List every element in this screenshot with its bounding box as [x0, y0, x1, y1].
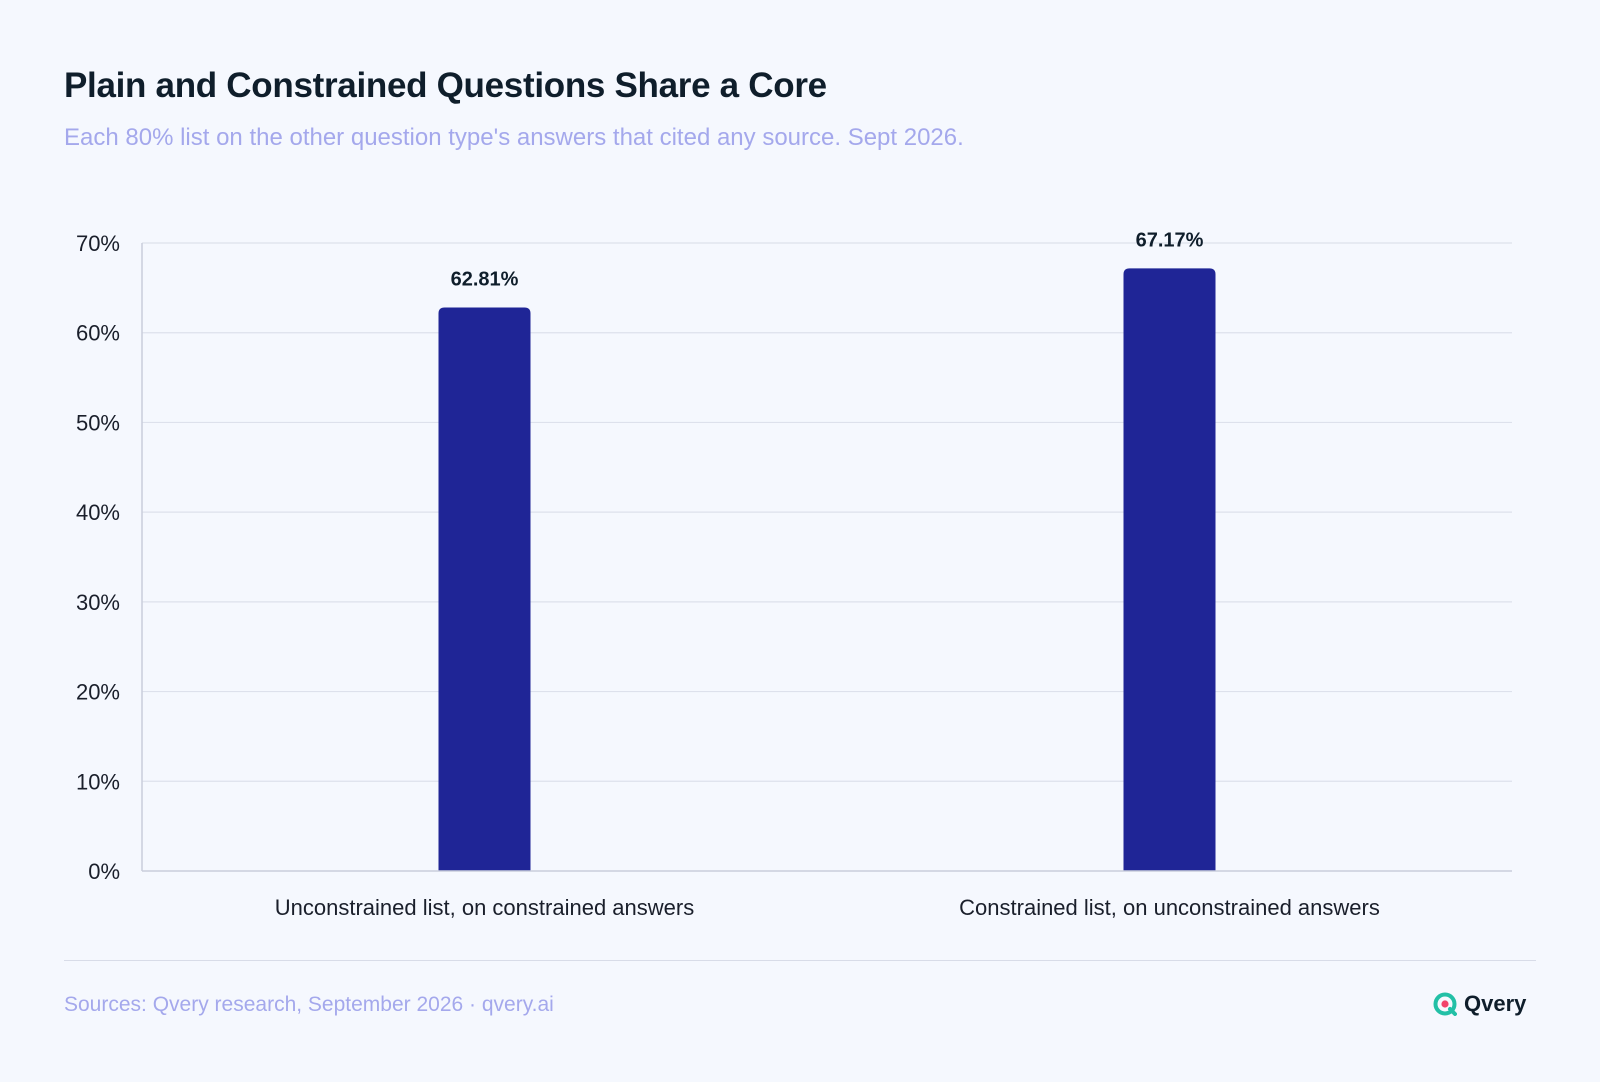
footer-divider	[64, 960, 1536, 961]
brand-logo[interactable]: Qvery	[1433, 991, 1526, 1017]
qvery-logo-icon	[1433, 992, 1457, 1016]
y-tick-label: 20%	[76, 680, 120, 705]
brand-name: Qvery	[1464, 991, 1527, 1016]
bar-value-label: 67.17%	[1136, 229, 1204, 251]
y-tick-label: 60%	[76, 321, 120, 346]
y-tick-label: 30%	[76, 590, 120, 615]
y-tick-label: 50%	[76, 410, 120, 435]
bar-value-label: 62.81%	[451, 269, 519, 291]
y-tick-label: 40%	[76, 500, 120, 525]
y-tick-label: 70%	[76, 231, 120, 256]
x-tick-label: Constrained list, on unconstrained answe…	[959, 895, 1380, 920]
y-tick-label: 0%	[88, 859, 120, 884]
chart-title: Plain and Constrained Questions Share a …	[64, 66, 827, 105]
chart-subtitle: Each 80% list on the other question type…	[64, 124, 964, 151]
y-tick-label: 10%	[76, 769, 120, 794]
footer-source: Sources: Qvery research, September 2026 …	[64, 993, 554, 1016]
bar	[438, 307, 531, 871]
bar	[1123, 268, 1216, 871]
x-tick-label: Unconstrained list, on constrained answe…	[275, 895, 694, 920]
